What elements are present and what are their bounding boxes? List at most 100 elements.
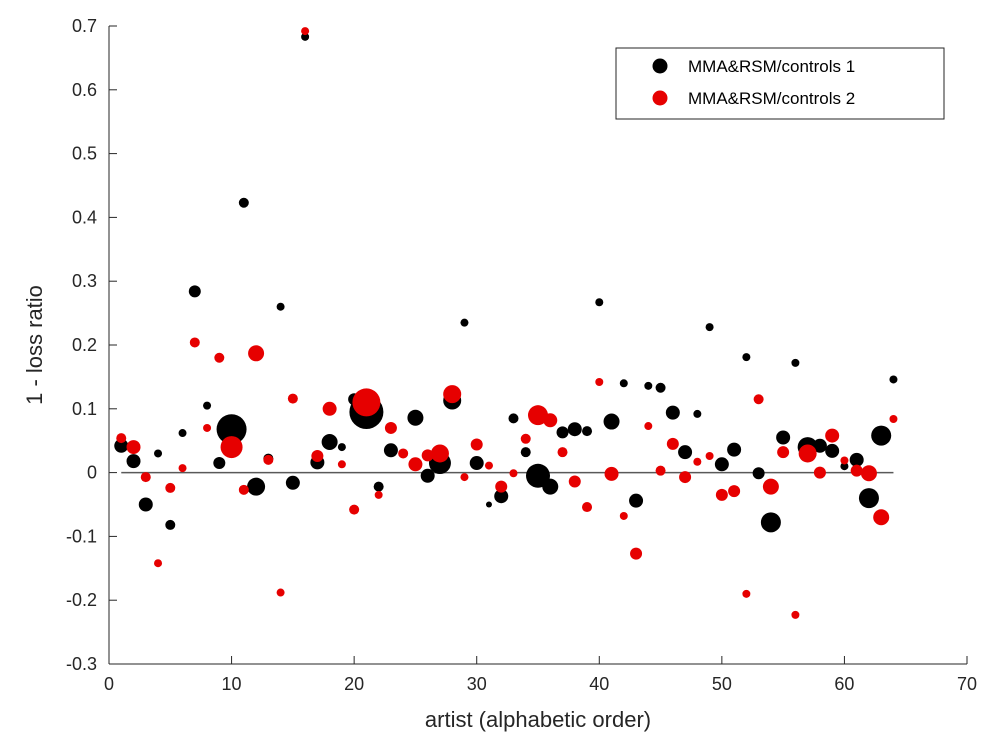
data-point-series-1 [752, 467, 765, 480]
data-point-series-2 [557, 447, 568, 458]
data-point-series-2 [666, 437, 679, 450]
data-point-series-1 [603, 413, 620, 430]
data-point-series-2 [777, 446, 790, 459]
y-tick-label: -0.3 [66, 654, 97, 674]
data-point-series-2 [140, 472, 151, 483]
data-point-series-1 [460, 318, 469, 327]
data-point-series-1 [420, 468, 435, 483]
data-point-series-2 [715, 488, 728, 501]
data-point-series-1 [644, 381, 653, 390]
data-point-series-2 [791, 610, 800, 619]
data-point-series-2 [352, 388, 381, 417]
data-point-series-2 [825, 428, 840, 443]
data-point-series-1 [508, 413, 519, 424]
data-point-series-1 [520, 447, 531, 458]
data-point-series-1 [178, 429, 187, 438]
data-point-series-1 [812, 438, 827, 453]
data-point-series-2 [889, 415, 898, 424]
data-point-series-2 [568, 475, 581, 488]
data-point-series-1 [285, 475, 300, 490]
data-point-series-2 [430, 444, 449, 463]
series-layer [114, 27, 898, 619]
data-point-series-1 [138, 497, 153, 512]
data-point-series-1 [858, 488, 879, 509]
data-point-series-1 [276, 302, 285, 311]
data-point-series-1 [825, 443, 840, 458]
data-point-series-1 [238, 197, 249, 208]
y-tick-label: 0.4 [72, 207, 97, 227]
data-point-series-1 [542, 478, 559, 495]
data-point-series-2 [742, 589, 751, 598]
data-point-series-2 [840, 456, 849, 465]
x-tick-label: 50 [712, 674, 732, 694]
y-tick-label: 0.3 [72, 271, 97, 291]
data-point-series-1 [114, 438, 129, 453]
data-point-series-1 [567, 422, 582, 437]
data-point-series-2 [263, 454, 274, 465]
data-point-series-2 [813, 466, 826, 479]
data-point-series-1 [383, 443, 398, 458]
y-tick-label: 0.7 [72, 16, 97, 36]
data-point-series-1 [595, 298, 604, 307]
data-point-series-2 [384, 421, 397, 434]
data-point-series-2 [873, 509, 890, 526]
data-point-series-1 [760, 512, 781, 533]
data-point-series-1 [742, 353, 751, 362]
data-point-series-2 [276, 588, 285, 597]
data-point-series-2 [421, 449, 434, 462]
data-point-series-2 [443, 385, 462, 404]
data-point-series-2 [850, 464, 863, 477]
data-point-series-1 [619, 379, 628, 388]
data-point-series-1 [849, 452, 864, 467]
data-point-series-2 [311, 450, 324, 463]
data-point-series-1 [629, 493, 644, 508]
data-point-series-2 [595, 378, 604, 387]
x-tick-label: 0 [104, 674, 114, 694]
data-point-series-1 [714, 457, 729, 472]
data-point-series-2 [189, 337, 200, 348]
data-point-series-2 [398, 448, 409, 459]
data-point-series-2 [520, 433, 531, 444]
x-tick-label: 70 [957, 674, 977, 694]
data-point-series-1 [485, 501, 492, 508]
data-point-series-2 [154, 559, 163, 568]
data-point-series-1 [655, 382, 666, 393]
data-point-series-2 [582, 502, 593, 513]
y-tick-label: 0.2 [72, 335, 97, 355]
data-point-series-2 [238, 484, 249, 495]
data-point-series-2 [322, 401, 337, 416]
x-tick-label: 20 [344, 674, 364, 694]
data-point-series-1 [188, 285, 201, 298]
data-point-series-1 [337, 443, 346, 452]
data-point-series-1 [693, 409, 702, 418]
data-point-series-1 [469, 456, 484, 471]
data-point-series-1 [871, 425, 892, 446]
data-point-series-1 [321, 433, 338, 450]
data-point-series-2 [214, 352, 225, 363]
data-point-series-1 [889, 375, 898, 384]
data-point-series-1 [203, 401, 212, 410]
data-point-series-2 [126, 440, 141, 455]
y-tick-label: 0.5 [72, 144, 97, 164]
plot-background [109, 26, 967, 664]
data-point-series-1 [727, 442, 742, 457]
legend-label-series-2: MMA&RSM/controls 2 [688, 89, 855, 108]
data-point-series-1 [678, 445, 693, 460]
data-point-series-2 [753, 394, 764, 405]
data-point-series-2 [408, 457, 423, 472]
legend-box [615, 47, 945, 120]
data-point-series-2 [528, 405, 548, 426]
data-point-series-2 [220, 436, 243, 459]
data-point-series-1 [776, 430, 791, 445]
data-point-series-2 [165, 482, 176, 493]
data-point-series-2 [543, 413, 558, 428]
data-point-series-2 [679, 471, 692, 484]
data-point-series-2 [630, 547, 643, 560]
x-tick-label: 10 [222, 674, 242, 694]
data-point-series-2 [349, 504, 360, 515]
y-axis-title: 1 - loss ratio [22, 285, 47, 405]
data-point-series-2 [470, 438, 483, 451]
x-axis-title: artist (alphabetic order) [425, 707, 651, 732]
data-point-series-2 [495, 480, 508, 493]
data-point-series-2 [374, 490, 383, 499]
